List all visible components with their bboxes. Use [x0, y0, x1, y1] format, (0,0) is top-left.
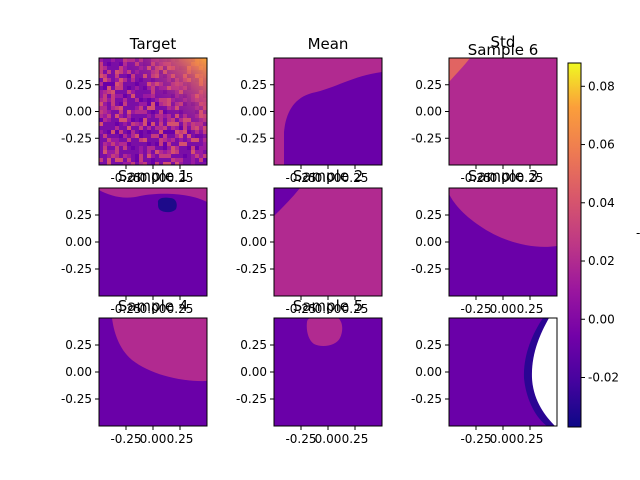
x-tick-label: -0.25: [285, 302, 316, 316]
x-tick-label: -0.25: [110, 171, 141, 185]
x-tick-label: 0.00: [490, 302, 517, 316]
sample2-low-corner: [274, 188, 300, 216]
axes-layer: 0.250.00-0.25-0.250.00 0.250.250.00-0.25-…: [61, 33, 558, 446]
panel-title: Sample 1: [118, 167, 189, 185]
colorbar-tick-label: 0.04: [588, 196, 615, 210]
colorbar-edge-glyph: -: [636, 226, 640, 240]
sample2-background: [274, 188, 382, 296]
panel-mean: [274, 58, 382, 165]
y-tick-label: 0.00: [240, 105, 267, 119]
y-tick-label: -0.25: [236, 131, 267, 145]
x-tick-label: 0.25: [167, 171, 194, 185]
y-tick-label: 0.25: [415, 78, 442, 92]
panel-title: Sample 6: [468, 41, 539, 59]
colorbar-tick-label: 0.02: [588, 254, 615, 268]
y-tick-label: -0.25: [61, 262, 92, 276]
x-tick-label: 0.00: [490, 171, 517, 185]
x-tick-label: 0.25: [167, 432, 194, 446]
y-tick-label: 0.00: [415, 105, 442, 119]
y-tick-label: 0.00: [240, 365, 267, 379]
panel-title: Mean: [308, 35, 349, 53]
y-tick-label: 0.00: [415, 365, 442, 379]
y-tick-label: 0.25: [65, 338, 92, 352]
x-tick-label: -0.25: [460, 171, 491, 185]
panel-sample-1: [99, 188, 207, 296]
colorbar-tick-label: 0.06: [588, 138, 615, 152]
y-tick-label: 0.25: [65, 208, 92, 222]
x-tick-label: 0.25: [517, 171, 544, 185]
y-tick-label: -0.25: [411, 262, 442, 276]
y-tick-label: 0.25: [415, 338, 442, 352]
colorbar-ticks: 0.08 0.06 0.04 0.02 0.00 -0.02: [581, 79, 619, 384]
x-tick-label: -0.25: [110, 302, 141, 316]
x-tick-label: 0.00: [315, 171, 342, 185]
x-tick-label: 0.25: [342, 171, 369, 185]
x-tick-label: 0.25: [517, 432, 544, 446]
sample6-white-region: [531, 318, 557, 426]
panel-title: Sample 5: [293, 297, 364, 315]
panel-title: Std: [491, 33, 516, 51]
y-tick-label: -0.25: [236, 262, 267, 276]
y-tick-label: -0.25: [411, 131, 442, 145]
colorbar-frame: [567, 62, 582, 428]
colorbar-tick-label: -0.02: [588, 370, 619, 384]
sample3-upper-region: [449, 188, 557, 247]
target-hotspot: [99, 58, 207, 165]
panel-title: Target: [129, 35, 177, 53]
x-tick-label: -0.25: [110, 432, 141, 446]
colorbar: 0.08 0.06 0.04 0.02 0.00 -0.02: [567, 62, 619, 428]
colorbar-gradient: [568, 63, 581, 427]
x-tick-label: -0.25: [460, 432, 491, 446]
panel-sample-2: [274, 188, 382, 296]
x-tick-label: 0.00: [315, 432, 342, 446]
x-tick-label: 0.00: [140, 171, 167, 185]
y-tick-label: 0.00: [65, 105, 92, 119]
panel-title: Sample 4: [118, 297, 189, 315]
sample5-blob: [306, 318, 343, 346]
y-tick-label: 0.25: [240, 338, 267, 352]
x-tick-label: -0.25: [285, 171, 316, 185]
sample1-dark-blob: [157, 197, 177, 213]
x-tick-label: -0.25: [460, 302, 491, 316]
panel-target: [99, 58, 207, 165]
x-tick-label: -0.25: [285, 432, 316, 446]
colorbar-tick-label: 0.00: [588, 312, 615, 326]
y-tick-label: 0.00: [240, 235, 267, 249]
x-tick-label: 0.00: [140, 302, 167, 316]
colorbar-tick-label: 0.08: [588, 79, 615, 93]
panel-std: [449, 58, 557, 165]
sample4-upper-region: [112, 318, 207, 382]
panel-sample-6: [449, 318, 557, 426]
y-tick-label: -0.25: [236, 392, 267, 406]
y-tick-label: 0.25: [240, 208, 267, 222]
y-tick-label: 0.25: [65, 78, 92, 92]
panel-title: Sample 3: [468, 167, 539, 185]
y-tick-label: -0.25: [61, 392, 92, 406]
x-tick-label: 0.00: [140, 432, 167, 446]
x-tick-label: 0.00: [490, 432, 517, 446]
sample1-background: [99, 188, 207, 296]
panel-title: Sample 2: [293, 167, 364, 185]
x-tick-label: 0.00: [315, 302, 342, 316]
panel-sample-5: [274, 318, 382, 426]
sample1-upper-region: [99, 188, 207, 202]
y-tick-label: 0.00: [415, 235, 442, 249]
mean-low-region: [284, 72, 382, 165]
x-tick-label: 0.25: [517, 302, 544, 316]
std-background: [449, 58, 557, 165]
y-tick-label: 0.25: [415, 208, 442, 222]
std-high-corner: [449, 58, 470, 82]
y-tick-label: -0.25: [61, 131, 92, 145]
y-tick-label: 0.00: [65, 365, 92, 379]
x-tick-label: 0.25: [342, 302, 369, 316]
panel-sample-3: [449, 188, 557, 296]
y-tick-label: 0.00: [65, 235, 92, 249]
x-tick-label: 0.25: [167, 302, 194, 316]
y-tick-label: -0.25: [411, 392, 442, 406]
x-tick-label: 0.25: [342, 432, 369, 446]
y-tick-label: 0.25: [240, 78, 267, 92]
panel-sample-4: [99, 318, 207, 426]
